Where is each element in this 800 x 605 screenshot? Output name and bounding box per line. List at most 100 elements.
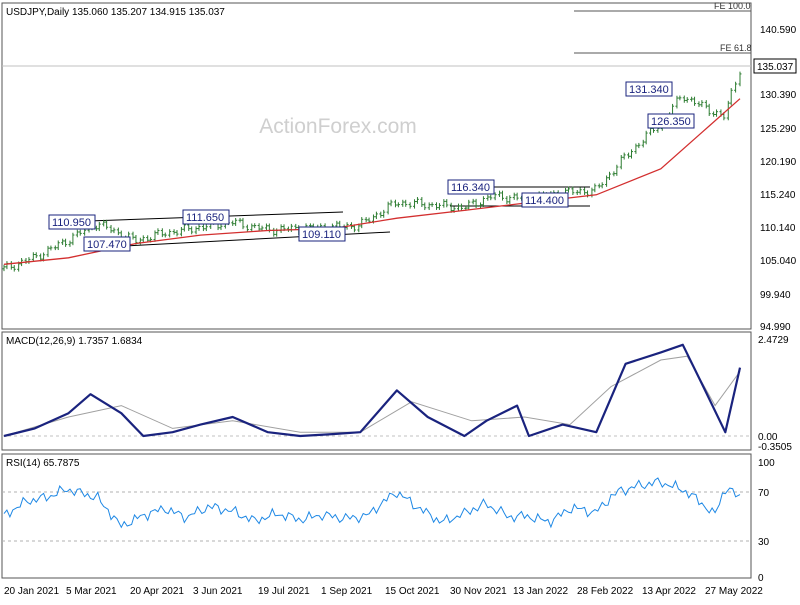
price-bar	[449, 202, 453, 213]
rsi-line	[3, 477, 741, 529]
price-bar	[707, 103, 711, 116]
price-bar	[486, 194, 490, 201]
price-bar	[357, 223, 361, 233]
price-bar	[231, 220, 235, 226]
price-bar	[49, 245, 53, 251]
x-tick-label: 28 Feb 2022	[577, 586, 634, 597]
price-bar	[46, 245, 50, 258]
price-bar	[364, 217, 368, 223]
price-label: 111.650	[186, 212, 224, 224]
price-bar	[396, 202, 400, 208]
price-bar	[697, 101, 701, 108]
price-bar	[457, 203, 461, 212]
price-bar	[97, 221, 101, 232]
main-panel-frame	[1, 2, 752, 330]
price-bar	[253, 223, 257, 229]
rsi-y-tick-label: 70	[758, 488, 770, 499]
price-bar	[389, 199, 393, 207]
macd-y-tick-label: 0.00	[758, 432, 778, 443]
price-bar	[163, 232, 167, 238]
price-bar	[498, 190, 502, 197]
price-bar	[575, 190, 579, 196]
price-bar	[630, 149, 634, 159]
price-bar	[738, 71, 742, 87]
price-bar	[404, 199, 408, 207]
macd-signal-line	[3, 355, 741, 437]
price-bar	[729, 88, 733, 106]
price-bar	[160, 228, 164, 238]
price-bar	[571, 186, 575, 196]
price-bar	[194, 226, 198, 235]
price-bar	[500, 190, 504, 201]
price-bar	[608, 171, 612, 181]
fib-label-100: FE 100.0	[714, 1, 751, 11]
price-bar	[53, 245, 57, 251]
price-bar	[2, 264, 6, 272]
macd-y-tick-label: 2.4729	[758, 335, 789, 346]
watermark: ActionForex.com	[259, 115, 417, 138]
price-bar	[583, 187, 587, 195]
price-bar	[12, 265, 16, 272]
price-bar	[382, 209, 386, 218]
price-bar	[612, 171, 616, 177]
price-bar	[56, 240, 60, 251]
x-tick-label: 27 May 2022	[705, 586, 763, 597]
price-label: 131.340	[629, 84, 669, 96]
price-label-box	[647, 113, 695, 129]
price-bar	[408, 202, 412, 209]
main-y-tick-label: 115.240	[760, 190, 796, 201]
price-annotations: 110.950 107.470 111.650 109.110 116.340 …	[48, 81, 695, 252]
main-y-axis: 140.590 130.390 125.290 120.190 115.240 …	[760, 25, 797, 333]
fib-label-61-8: FE 61.8	[720, 43, 752, 53]
price-bar	[605, 175, 609, 187]
x-tick-label: 15 Oct 2021	[385, 586, 440, 597]
x-tick-label: 3 Jun 2021	[193, 586, 243, 597]
price-bar	[627, 152, 631, 159]
price-bar	[515, 192, 519, 201]
price-bar	[478, 202, 482, 209]
price-bar	[622, 152, 626, 160]
price-bar	[415, 197, 419, 204]
price-label-box	[625, 81, 673, 97]
moving-average-line	[3, 98, 741, 265]
price-bar	[597, 183, 601, 189]
x-tick-label: 13 Jan 2022	[513, 586, 568, 597]
price-label-box	[83, 236, 131, 252]
main-header: USDJPY,Daily 135.060 135.207 134.915 135…	[6, 7, 225, 18]
price-bar	[644, 130, 648, 145]
price-bar	[264, 223, 268, 231]
main-y-tick-label: 110.140	[760, 223, 796, 234]
price-label-box	[182, 209, 230, 225]
price-bar	[102, 219, 106, 227]
macd-lines	[3, 343, 742, 438]
price-bar	[141, 235, 145, 243]
main-y-tick-label: 99.940	[760, 290, 791, 301]
price-bar	[445, 199, 449, 208]
macd-panel-frame	[1, 331, 752, 451]
macd-y-tick-label: -0.3505	[758, 442, 792, 453]
x-axis: 20 Jan 2021 5 Mar 2021 20 Apr 2021 3 Jun…	[4, 586, 763, 597]
price-bar	[489, 194, 493, 201]
price-bar	[175, 230, 179, 237]
price-bar	[238, 217, 242, 223]
price-bar	[201, 224, 205, 232]
price-bar	[423, 202, 427, 211]
rsi-line-group	[3, 477, 741, 529]
price-bar	[712, 111, 716, 117]
price-bar	[190, 226, 194, 235]
price-bar	[493, 192, 497, 201]
price-bar	[116, 227, 120, 236]
price-bar	[693, 96, 697, 106]
main-y-tick-label: 140.590	[760, 25, 797, 36]
last-price-box	[753, 58, 797, 74]
price-bar	[678, 95, 682, 101]
price-bar	[78, 229, 82, 236]
macd-line	[3, 343, 742, 438]
price-bar	[105, 219, 109, 230]
price-bar	[467, 199, 471, 211]
price-label: 109.110	[302, 229, 341, 241]
price-label-box	[298, 226, 346, 242]
price-bar	[68, 240, 72, 247]
